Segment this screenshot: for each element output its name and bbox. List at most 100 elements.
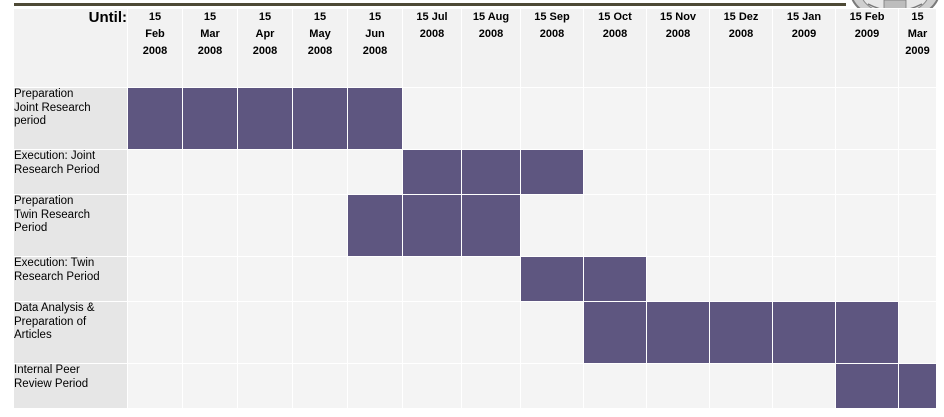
gantt-bar-segment bbox=[402, 149, 462, 195]
gantt-empty-cell bbox=[237, 301, 293, 364]
gantt-empty-cell bbox=[182, 256, 238, 302]
date-label: 15 Apr 2008 bbox=[252, 11, 278, 57]
gantt-empty-cell bbox=[347, 363, 403, 409]
gantt-empty-cell bbox=[292, 149, 348, 195]
gantt-empty-cell bbox=[127, 194, 183, 257]
gantt-empty-cell bbox=[402, 363, 462, 409]
date-label: 15 Jan 2009 bbox=[786, 11, 822, 40]
gantt-empty-cell bbox=[772, 363, 836, 409]
gantt-empty-cell bbox=[709, 194, 773, 257]
gantt-empty-cell bbox=[237, 363, 293, 409]
gantt-empty-cell bbox=[520, 363, 584, 409]
gantt-empty-cell bbox=[127, 149, 183, 195]
task-label: Internal Peer Review Period bbox=[14, 364, 89, 390]
date-column-header: 15 Mar 2009 bbox=[898, 8, 937, 88]
gantt-empty-cell bbox=[583, 149, 647, 195]
date-column-header: 15 Nov 2008 bbox=[646, 8, 710, 88]
gantt-empty-cell bbox=[709, 87, 773, 150]
date-column-header: 15 Mar 2008 bbox=[182, 8, 238, 88]
date-label: 15 May 2008 bbox=[307, 11, 333, 57]
gantt-empty-cell bbox=[347, 301, 403, 364]
task-row: Execution: Twin Research Period bbox=[13, 256, 937, 302]
gantt-empty-cell bbox=[182, 363, 238, 409]
header-row: Until: 15 Feb 2008 15 Mar 2008 15 Apr 2008… bbox=[13, 8, 937, 88]
date-column-header: 15 Dez 2008 bbox=[709, 8, 773, 88]
task-label-cell: Preparation Twin Research Period bbox=[13, 194, 128, 257]
date-column-header: 15 Jan 2009 bbox=[772, 8, 836, 88]
task-label: Preparation Joint Research period bbox=[14, 88, 91, 127]
gantt-bar-segment bbox=[461, 194, 521, 257]
gantt-empty-cell bbox=[182, 149, 238, 195]
gantt-empty-cell bbox=[646, 194, 710, 257]
gantt-empty-cell bbox=[520, 194, 584, 257]
date-label: 15 Nov 2008 bbox=[659, 11, 697, 40]
gantt-bar-segment bbox=[402, 194, 462, 257]
gantt-chart: Until: 15 Feb 2008 15 Mar 2008 15 Apr 2008… bbox=[13, 8, 937, 409]
gantt-empty-cell bbox=[835, 149, 899, 195]
date-column-header: 15 Feb 2009 bbox=[835, 8, 899, 88]
date-column-header: 15 Apr 2008 bbox=[237, 8, 293, 88]
date-column-header: 15 Jul 2008 bbox=[402, 8, 462, 88]
gantt-empty-cell bbox=[772, 256, 836, 302]
gantt-empty-cell bbox=[520, 301, 584, 364]
gantt-empty-cell bbox=[461, 87, 521, 150]
gantt-bar-segment bbox=[898, 363, 937, 409]
gantt-empty-cell bbox=[461, 301, 521, 364]
gantt-empty-cell bbox=[402, 256, 462, 302]
date-label: 15 Feb 2009 bbox=[849, 11, 885, 40]
date-column-header: 15 Aug 2008 bbox=[461, 8, 521, 88]
task-label: Execution: Joint Research Period bbox=[14, 150, 100, 176]
task-row: Data Analysis & Preparation of Articles bbox=[13, 301, 937, 364]
gantt-empty-cell bbox=[709, 256, 773, 302]
gantt-empty-cell bbox=[772, 194, 836, 257]
gantt-empty-cell bbox=[461, 256, 521, 302]
gantt-empty-cell bbox=[646, 256, 710, 302]
gantt-empty-cell bbox=[835, 87, 899, 150]
gantt-empty-cell bbox=[646, 87, 710, 150]
gantt-bar-segment bbox=[182, 87, 238, 150]
gantt-empty-cell bbox=[402, 301, 462, 364]
gantt-empty-cell bbox=[402, 87, 462, 150]
task-row: Execution: Joint Research Period bbox=[13, 149, 937, 195]
gantt-bar-segment bbox=[461, 149, 521, 195]
header-rule bbox=[14, 3, 846, 6]
date-label: 15 Jun 2008 bbox=[362, 11, 388, 57]
gantt-empty-cell bbox=[772, 87, 836, 150]
gantt-empty-cell bbox=[182, 301, 238, 364]
task-rows: Preparation Joint Research period Executi… bbox=[13, 87, 937, 409]
gantt-empty-cell bbox=[292, 256, 348, 302]
date-label: 15 Dez 2008 bbox=[723, 11, 759, 40]
gantt-empty-cell bbox=[835, 194, 899, 257]
date-column-header: 15 May 2008 bbox=[292, 8, 348, 88]
gantt-empty-cell bbox=[835, 256, 899, 302]
gantt-bar-segment bbox=[127, 87, 183, 150]
task-row: Preparation Joint Research period bbox=[13, 87, 937, 150]
gantt-empty-cell bbox=[646, 149, 710, 195]
gantt-empty-cell bbox=[709, 363, 773, 409]
task-row: Internal Peer Review Period bbox=[13, 363, 937, 409]
gantt-bar-segment bbox=[292, 87, 348, 150]
task-row: Preparation Twin Research Period bbox=[13, 194, 937, 257]
task-label: Data Analysis & Preparation of Articles bbox=[14, 302, 95, 341]
date-label: 15 Oct 2008 bbox=[598, 11, 632, 40]
gantt-bar-segment bbox=[237, 87, 293, 150]
gantt-bar-segment bbox=[520, 149, 584, 195]
date-column-header: 15 Sep 2008 bbox=[520, 8, 584, 88]
gantt-empty-cell bbox=[898, 149, 937, 195]
gantt-bar-segment bbox=[583, 256, 647, 302]
date-label: 15 Feb 2008 bbox=[142, 11, 168, 57]
gantt-empty-cell bbox=[292, 363, 348, 409]
gantt-empty-cell bbox=[237, 194, 293, 257]
gantt-empty-cell bbox=[898, 301, 937, 364]
gantt-empty-cell bbox=[292, 194, 348, 257]
gantt-empty-cell bbox=[583, 87, 647, 150]
gantt-bar-segment bbox=[709, 301, 773, 364]
gantt-bar-segment bbox=[646, 301, 710, 364]
gantt-empty-cell bbox=[583, 363, 647, 409]
date-label: 15 Mar 2009 bbox=[905, 11, 930, 57]
gantt-empty-cell bbox=[237, 256, 293, 302]
task-label: Preparation Twin Research Period bbox=[14, 195, 91, 234]
gantt-empty-cell bbox=[292, 301, 348, 364]
gantt-bar-segment bbox=[347, 194, 403, 257]
date-label: 15 Sep 2008 bbox=[534, 11, 570, 40]
